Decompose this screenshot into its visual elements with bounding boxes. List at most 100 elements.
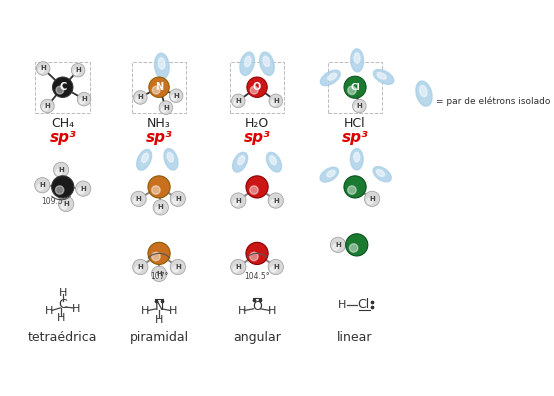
Text: H: H: [235, 98, 241, 104]
Circle shape: [75, 181, 91, 196]
Text: H: H: [141, 307, 150, 316]
Circle shape: [346, 234, 368, 256]
Bar: [35, 62, 90, 113]
Circle shape: [170, 89, 183, 103]
Text: H: H: [369, 196, 375, 202]
Circle shape: [250, 186, 258, 194]
Circle shape: [344, 176, 366, 198]
Ellipse shape: [167, 152, 173, 162]
Ellipse shape: [328, 73, 337, 80]
Circle shape: [348, 86, 356, 95]
Text: H: H: [58, 167, 64, 173]
Ellipse shape: [240, 52, 254, 75]
Text: 107°: 107°: [150, 272, 168, 281]
Circle shape: [56, 169, 62, 175]
Text: C: C: [58, 298, 67, 311]
Circle shape: [159, 101, 173, 114]
Text: H: H: [356, 103, 362, 109]
Text: H₂O: H₂O: [245, 117, 269, 130]
Circle shape: [40, 99, 54, 113]
Circle shape: [37, 185, 43, 190]
Circle shape: [71, 63, 85, 77]
Text: H: H: [155, 315, 163, 325]
Circle shape: [172, 95, 177, 100]
Circle shape: [52, 176, 74, 198]
Ellipse shape: [351, 49, 363, 72]
Circle shape: [250, 252, 258, 261]
Text: H: H: [75, 67, 81, 73]
Circle shape: [37, 62, 50, 75]
Text: H: H: [59, 287, 67, 297]
Text: H: H: [163, 105, 169, 110]
Text: H: H: [40, 65, 46, 71]
Circle shape: [170, 259, 186, 275]
Circle shape: [39, 68, 44, 73]
Circle shape: [53, 162, 69, 177]
Text: H: H: [39, 182, 45, 188]
Text: tetraédrica: tetraédrica: [28, 331, 98, 344]
Text: angular: angular: [233, 331, 281, 344]
Circle shape: [250, 86, 258, 94]
Circle shape: [34, 177, 50, 193]
Ellipse shape: [377, 72, 386, 79]
Circle shape: [148, 242, 170, 265]
Text: H: H: [80, 186, 86, 192]
Text: H: H: [175, 196, 181, 202]
Text: Cl: Cl: [350, 83, 360, 92]
Text: H: H: [273, 264, 279, 270]
Ellipse shape: [354, 53, 360, 63]
Circle shape: [55, 186, 64, 194]
Circle shape: [367, 198, 373, 204]
Ellipse shape: [158, 58, 165, 69]
Text: NH₃: NH₃: [147, 117, 171, 130]
Text: H: H: [335, 242, 341, 248]
Ellipse shape: [155, 53, 169, 79]
Circle shape: [230, 259, 246, 275]
Circle shape: [53, 77, 73, 97]
Circle shape: [233, 200, 239, 206]
Text: H: H: [137, 94, 143, 101]
Circle shape: [77, 92, 91, 106]
Text: H: H: [235, 198, 241, 204]
Text: H: H: [136, 196, 141, 202]
Text: Cl: Cl: [357, 298, 370, 311]
Circle shape: [271, 100, 276, 105]
Circle shape: [269, 94, 283, 108]
Circle shape: [154, 273, 160, 279]
Text: H: H: [168, 307, 177, 316]
Circle shape: [80, 99, 85, 104]
Circle shape: [233, 266, 239, 272]
Circle shape: [271, 200, 276, 206]
Text: CH₄: CH₄: [51, 117, 74, 130]
Circle shape: [152, 186, 160, 194]
Text: C: C: [59, 82, 66, 92]
Ellipse shape: [137, 149, 152, 170]
Circle shape: [268, 259, 284, 275]
Circle shape: [348, 186, 356, 194]
Text: H: H: [137, 264, 143, 270]
Text: sp³: sp³: [146, 130, 172, 145]
Text: H: H: [158, 204, 163, 210]
Circle shape: [152, 86, 160, 94]
Circle shape: [173, 198, 178, 204]
Text: H: H: [63, 201, 69, 207]
Ellipse shape: [420, 86, 427, 97]
Circle shape: [56, 86, 64, 94]
Ellipse shape: [266, 152, 281, 172]
Circle shape: [152, 252, 160, 261]
Circle shape: [61, 203, 67, 209]
Circle shape: [78, 188, 84, 194]
Ellipse shape: [233, 152, 248, 172]
Circle shape: [234, 100, 239, 105]
Text: H: H: [338, 299, 346, 310]
Circle shape: [148, 176, 170, 198]
Ellipse shape: [238, 156, 244, 165]
Text: 104.5°: 104.5°: [244, 272, 270, 281]
Circle shape: [161, 107, 167, 112]
Ellipse shape: [320, 70, 340, 86]
Text: H: H: [273, 98, 279, 104]
Circle shape: [59, 196, 74, 211]
Circle shape: [151, 266, 167, 282]
Circle shape: [74, 69, 79, 75]
Ellipse shape: [260, 52, 274, 75]
